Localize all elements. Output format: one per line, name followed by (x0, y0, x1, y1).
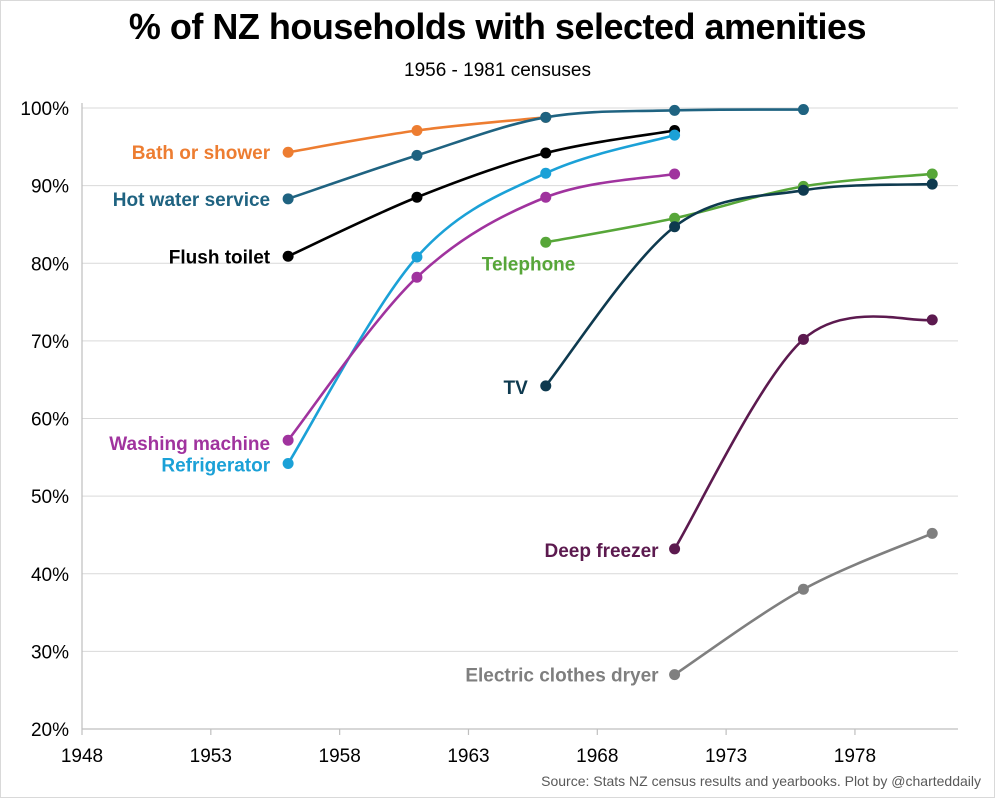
series-line-electric-clothes-dryer (673, 532, 934, 676)
x-tick-label-1978: 1978 (834, 746, 876, 767)
data-point-deep-freezer-1971 (669, 543, 681, 555)
data-point-washing-machine-1956 (282, 434, 294, 446)
data-point-flush-toilet-1956 (282, 250, 294, 262)
series-label-hot-water-service: Hot water service (113, 190, 270, 211)
series-label-telephone: Telephone (482, 254, 576, 275)
data-point-flush-toilet-1966 (540, 147, 552, 159)
series-line-washing-machine (286, 172, 676, 442)
series-label-deep-freezer: Deep freezer (545, 541, 660, 562)
data-point-telephone-1981 (926, 168, 938, 180)
data-point-electric-clothes-dryer-1981 (926, 527, 938, 539)
series-line-deep-freezer (673, 315, 934, 551)
y-tick-label-80: 80% (31, 254, 69, 275)
chart-title: % of NZ households with selected ameniti… (128, 6, 867, 47)
series-line-tv (544, 182, 934, 388)
series-label-refrigerator: Refrigerator (161, 456, 270, 477)
data-point-washing-machine-1961 (411, 271, 423, 283)
chart-source: Source: Stats NZ census results and year… (541, 773, 981, 789)
data-point-tv-1976 (797, 184, 809, 196)
series-line-refrigerator (286, 133, 676, 465)
data-point-washing-machine-1971 (669, 168, 681, 180)
y-tick-label-60: 60% (31, 410, 69, 431)
data-point-washing-machine-1966 (540, 191, 552, 203)
y-tick-label-20: 20% (31, 720, 69, 741)
data-point-tv-1981 (926, 178, 938, 190)
data-point-tv-1971 (669, 221, 681, 233)
data-point-hot-water-service-1956 (282, 193, 294, 205)
data-point-electric-clothes-dryer-1976 (797, 583, 809, 595)
data-point-tv-1966 (540, 380, 552, 392)
x-tick-label-1968: 1968 (576, 746, 618, 767)
chart-subtitle: 1956 - 1981 censuses (404, 60, 591, 81)
y-tick-label-50: 50% (31, 487, 69, 508)
x-tick-label-1963: 1963 (447, 746, 489, 767)
series-label-bath-or-shower: Bath or shower (132, 143, 271, 164)
x-tick-label-1958: 1958 (319, 746, 361, 767)
y-tick-label-70: 70% (31, 332, 69, 353)
series-label-flush-toilet: Flush toilet (169, 247, 271, 268)
data-point-deep-freezer-1981 (926, 314, 938, 326)
data-point-refrigerator-1966 (540, 167, 552, 179)
y-tick-label-40: 40% (31, 565, 69, 586)
x-tick-label-1948: 1948 (61, 746, 103, 767)
data-point-electric-clothes-dryer-1971 (669, 669, 681, 681)
data-point-flush-toilet-1961 (411, 191, 423, 203)
data-point-bath-or-shower-1961 (411, 125, 423, 137)
series-line-flush-toilet (286, 129, 676, 258)
data-point-bath-or-shower-1956 (282, 146, 294, 158)
data-point-hot-water-service-1976 (797, 104, 809, 116)
data-point-refrigerator-1971 (669, 129, 681, 141)
x-tick-label-1973: 1973 (705, 746, 747, 767)
y-tick-label-90: 90% (31, 177, 69, 198)
series-label-electric-clothes-dryer: Electric clothes dryer (465, 666, 659, 687)
y-tick-label-100: 100% (20, 99, 69, 120)
series-line-telephone (544, 172, 934, 244)
series-label-tv: TV (503, 378, 528, 399)
data-point-telephone-1971 (669, 212, 681, 224)
data-point-refrigerator-1956 (282, 458, 294, 470)
y-tick-label-30: 30% (31, 642, 69, 663)
data-point-hot-water-service-1971 (669, 104, 681, 116)
data-point-hot-water-service-1961 (411, 149, 423, 161)
data-point-hot-water-service-1966 (540, 111, 552, 123)
x-tick-label-1953: 1953 (190, 746, 232, 767)
data-point-refrigerator-1961 (411, 251, 423, 263)
series-label-washing-machine: Washing machine (109, 434, 270, 455)
data-point-deep-freezer-1976 (797, 333, 809, 345)
data-point-telephone-1966 (540, 236, 552, 248)
